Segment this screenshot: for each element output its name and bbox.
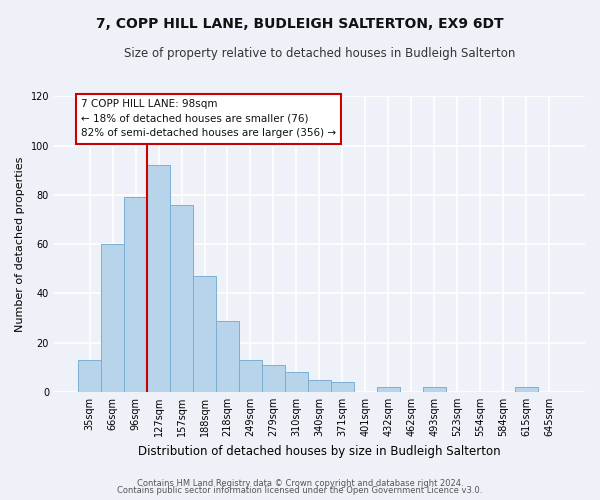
Bar: [377, 387, 400, 392]
Bar: [147, 166, 170, 392]
Bar: [124, 198, 147, 392]
Bar: [285, 372, 308, 392]
Bar: [193, 276, 216, 392]
Bar: [308, 380, 331, 392]
Text: Contains public sector information licensed under the Open Government Licence v3: Contains public sector information licen…: [118, 486, 482, 495]
Bar: [423, 387, 446, 392]
Y-axis label: Number of detached properties: Number of detached properties: [15, 156, 25, 332]
Bar: [262, 365, 285, 392]
Text: Contains HM Land Registry data © Crown copyright and database right 2024.: Contains HM Land Registry data © Crown c…: [137, 478, 463, 488]
Bar: [101, 244, 124, 392]
Bar: [515, 387, 538, 392]
X-axis label: Distribution of detached houses by size in Budleigh Salterton: Distribution of detached houses by size …: [138, 444, 501, 458]
Text: 7, COPP HILL LANE, BUDLEIGH SALTERTON, EX9 6DT: 7, COPP HILL LANE, BUDLEIGH SALTERTON, E…: [96, 18, 504, 32]
Bar: [239, 360, 262, 392]
Bar: [170, 205, 193, 392]
Bar: [216, 320, 239, 392]
Bar: [331, 382, 354, 392]
Text: 7 COPP HILL LANE: 98sqm
← 18% of detached houses are smaller (76)
82% of semi-de: 7 COPP HILL LANE: 98sqm ← 18% of detache…: [81, 99, 336, 138]
Bar: [78, 360, 101, 392]
Title: Size of property relative to detached houses in Budleigh Salterton: Size of property relative to detached ho…: [124, 48, 515, 60]
